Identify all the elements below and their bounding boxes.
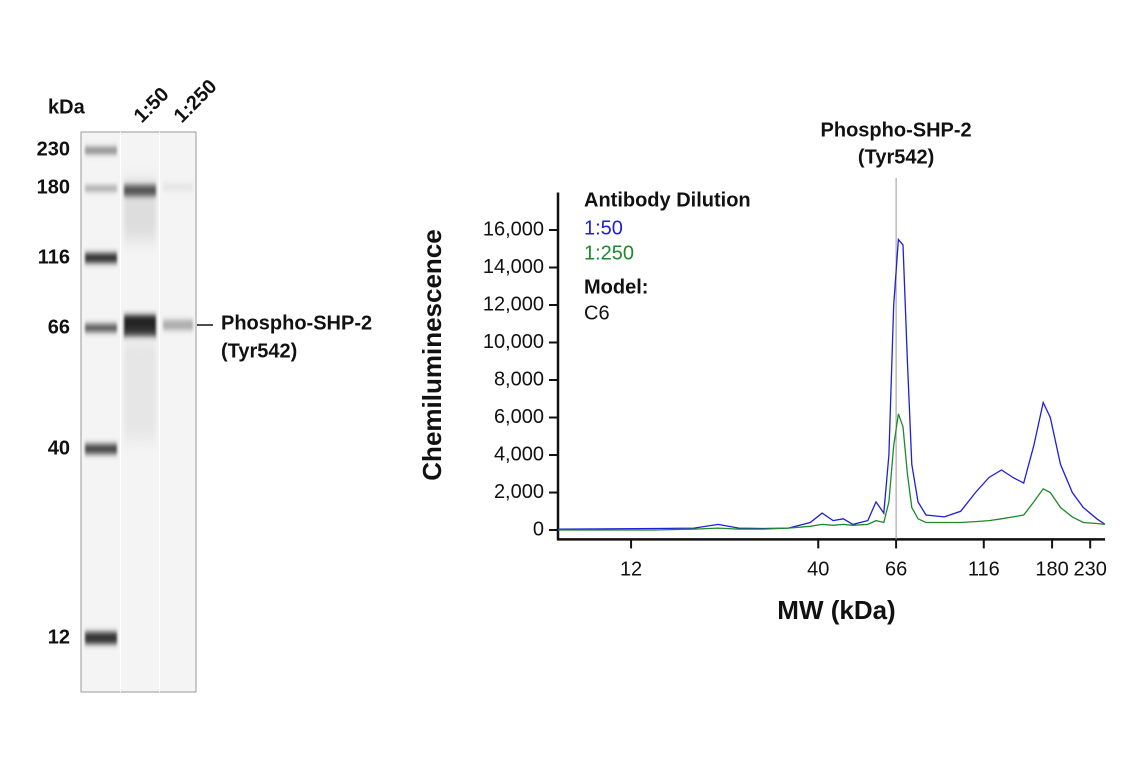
band-label: Phospho-SHP-2 [221, 312, 372, 334]
y-tick-label: 10,000 [483, 331, 544, 353]
x-tick-label: 180 [1035, 559, 1068, 581]
x-tick-label: 40 [807, 559, 829, 581]
y-axis-label: Chemiluminescence [417, 229, 447, 480]
marker-label: 66 [48, 316, 70, 338]
unit-label: kDa [48, 96, 86, 118]
lane-divider [120, 132, 121, 692]
legend-entry: 1:250 [584, 242, 634, 264]
y-tick-label: 0 [533, 518, 544, 540]
x-axis-label: MW (kDa) [777, 595, 895, 625]
x-tick-label: 116 [968, 559, 1000, 581]
marker-label: 40 [48, 437, 70, 459]
sample-bands [124, 180, 193, 440]
marker-label: 230 [37, 138, 70, 160]
y-tick-label: 16,000 [483, 218, 544, 240]
x-tick-label: 230 [1073, 559, 1106, 581]
ladder-bands [85, 147, 117, 644]
y-tick-label: 14,000 [483, 256, 544, 278]
marker-label: 12 [48, 626, 70, 648]
marker-label: 180 [37, 176, 70, 198]
band-label: (Tyr542) [221, 340, 297, 362]
lane-label: 1:50 [130, 83, 174, 127]
legend-title: Antibody Dilution [584, 189, 751, 211]
y-tick-label: 8,000 [494, 368, 544, 390]
model-value: C6 [584, 302, 610, 324]
lane-label: 1:250 [170, 76, 222, 128]
blot: kDa 1:50 1:250 Phospho-SHP-2 (Tyr542) [48, 76, 372, 693]
y-tick-label: 4,000 [494, 443, 544, 465]
annotation-text: (Tyr542) [858, 146, 934, 168]
model-label: Model: [584, 276, 648, 298]
chart: 0 2,000 4,000 6,000 8,000 10,000 12,000 14,000 1… [417, 119, 1107, 625]
y-tick-label: 12,000 [483, 293, 544, 315]
y-tick-label: 2,000 [494, 481, 544, 503]
annotation-text: Phospho-SHP-2 [821, 119, 972, 141]
series-line [558, 413, 1106, 531]
x-tick-label: 12 [620, 559, 642, 581]
x-tick-label: 66 [885, 559, 907, 581]
y-tick-label: 6,000 [494, 406, 544, 428]
legend-entry: 1:50 [584, 217, 623, 239]
marker-label: 116 [38, 246, 70, 268]
lane-divider [159, 132, 160, 692]
